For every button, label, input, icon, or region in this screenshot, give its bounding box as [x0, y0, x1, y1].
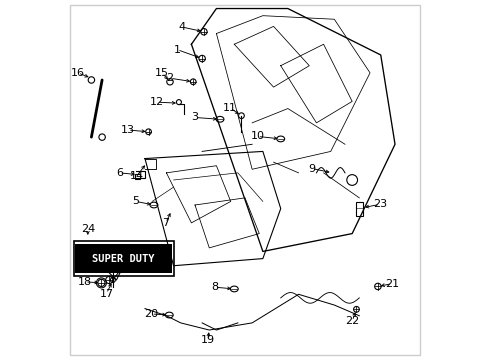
Text: 9: 9 — [309, 163, 316, 174]
Text: 4: 4 — [179, 22, 186, 32]
Text: 5: 5 — [133, 197, 140, 206]
Text: 23: 23 — [373, 199, 387, 209]
Text: 3: 3 — [192, 112, 198, 122]
Text: 7: 7 — [162, 218, 169, 228]
Bar — [75, 244, 172, 273]
Text: 8: 8 — [211, 282, 218, 292]
Text: 15: 15 — [155, 68, 169, 78]
Text: 14: 14 — [130, 171, 144, 181]
Text: 18: 18 — [78, 277, 92, 287]
Text: 6: 6 — [116, 168, 123, 178]
Text: 2: 2 — [167, 73, 173, 83]
Text: 19: 19 — [201, 335, 215, 345]
Text: 21: 21 — [385, 279, 399, 289]
Text: 10: 10 — [250, 131, 265, 141]
Text: 13: 13 — [121, 125, 135, 135]
Bar — [74, 241, 173, 276]
Text: 24: 24 — [81, 224, 95, 234]
Text: SUPER DUTY: SUPER DUTY — [92, 253, 155, 264]
Text: 16: 16 — [71, 68, 85, 78]
Text: 1: 1 — [173, 45, 181, 55]
Text: 11: 11 — [223, 103, 237, 113]
Text: 12: 12 — [149, 97, 164, 107]
Bar — [356, 202, 363, 216]
Bar — [135, 174, 140, 179]
Text: 22: 22 — [345, 316, 359, 326]
Text: 20: 20 — [145, 309, 158, 319]
Text: 17: 17 — [99, 289, 114, 298]
